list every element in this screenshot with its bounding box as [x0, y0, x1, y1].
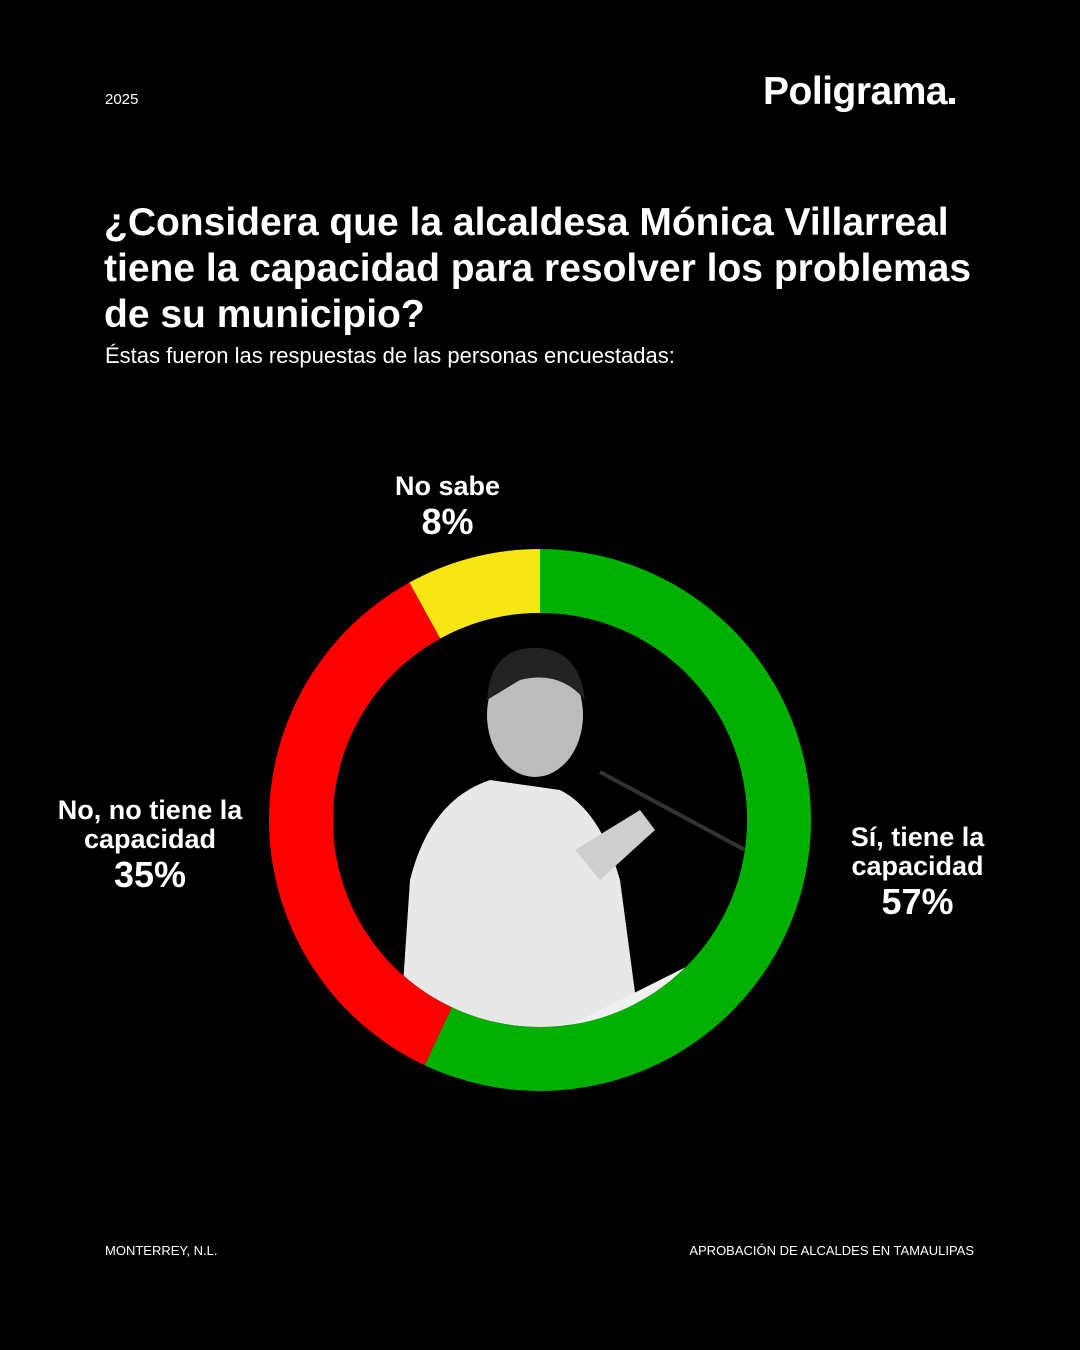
- slice-value: 8%: [421, 501, 474, 542]
- year-label: 2025: [105, 91, 139, 108]
- footer-location: MONTERREY, N.L.: [105, 1243, 218, 1258]
- slice-value: 35%: [113, 854, 187, 895]
- slice-label: No sabe: [394, 471, 501, 501]
- footer-series: APROBACIÓN DE ALCALDES EN TAMAULIPAS: [689, 1243, 974, 1258]
- label-no-sabe: No sabe 8%: [370, 471, 525, 542]
- slice-label: No, no tiene la capacidad: [57, 795, 243, 854]
- brand-text: Poligrama: [763, 70, 948, 113]
- slice-value: 57%: [881, 881, 954, 922]
- brand-logo: Poligrama: [763, 70, 956, 114]
- slice-1: [268, 582, 452, 1066]
- label-si: Sí, tiene la capacidad 57%: [830, 822, 1005, 922]
- page-subtitle: Éstas fueron las respuestas de las perso…: [105, 343, 675, 368]
- slice-2: [409, 549, 540, 639]
- brand-dot: [949, 98, 956, 104]
- page-title: ¿Considera que la alcaldesa Mónica Villa…: [104, 201, 972, 336]
- slice-0: [424, 549, 811, 1091]
- label-no: No, no tiene la capacidad 35%: [50, 795, 250, 895]
- slice-label: Sí, tiene la capacidad: [850, 822, 985, 881]
